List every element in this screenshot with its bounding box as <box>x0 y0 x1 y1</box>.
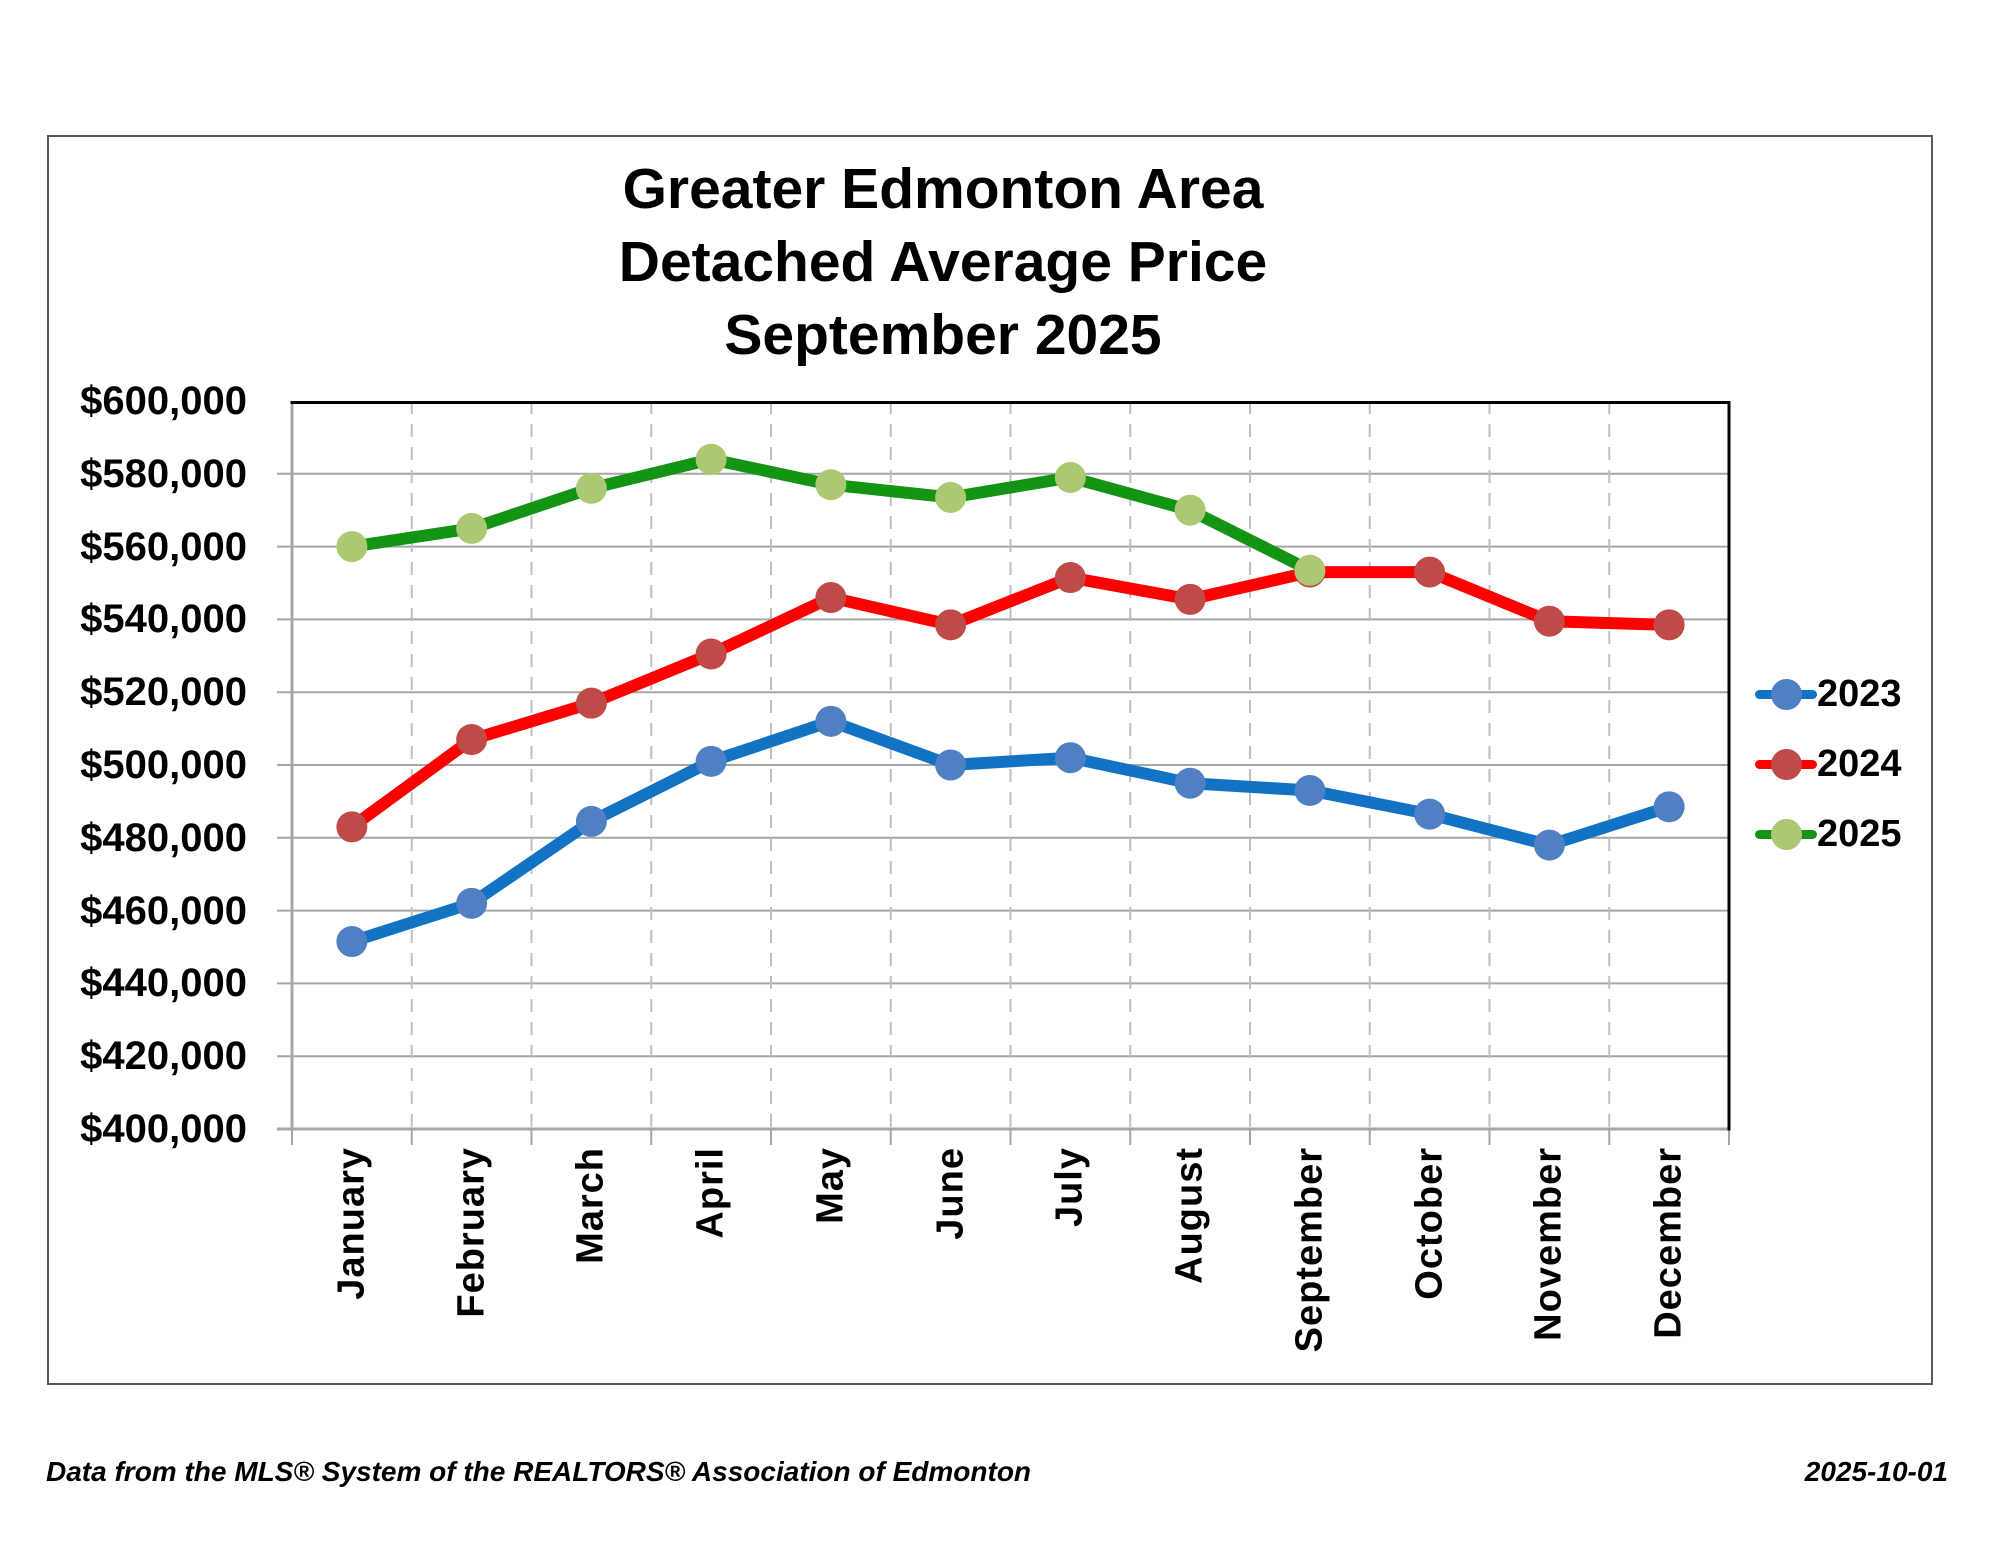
legend-item-2023: 2023 <box>1755 674 1902 714</box>
legend-dot-sample <box>1771 749 1802 780</box>
data-point-2025-July <box>1054 461 1086 493</box>
data-point-2024-August <box>1174 583 1206 615</box>
chart-title-line-1: Greater Edmonton Area <box>622 157 1264 221</box>
legend-label: 2025 <box>1817 813 1902 855</box>
chart-title-line-3: September 2025 <box>724 303 1162 367</box>
legend-dot-sample <box>1771 679 1802 710</box>
legend-item-2024: 2024 <box>1755 744 1902 784</box>
footer-source-note: Data from the MLS® System of the REALTOR… <box>46 1456 1032 1487</box>
data-point-2025-May <box>815 469 847 501</box>
chart-figure: Greater Edmonton Area Detached Average P… <box>47 135 1933 1385</box>
y-tick-label: $420,000 <box>80 1034 247 1079</box>
data-point-2024-April <box>695 638 727 670</box>
chart-title-line-2: Detached Average Price <box>618 230 1268 294</box>
month-label-october: October <box>1408 1147 1451 1300</box>
y-tick-label: $600,000 <box>80 379 247 423</box>
chart-title: Greater Edmonton Area Detached Average P… <box>619 153 1267 372</box>
data-point-2023-May <box>815 705 847 737</box>
data-point-2024-October <box>1414 556 1446 588</box>
data-point-2023-January <box>336 926 368 958</box>
data-point-2025-August <box>1174 494 1206 526</box>
y-tick-label: $500,000 <box>80 743 247 787</box>
series-line-2023 <box>345 715 1676 948</box>
footer-date: 2025-10-01 <box>1804 1456 1948 1487</box>
month-label-march: March <box>569 1147 612 1264</box>
legend-label: 2024 <box>1817 743 1902 785</box>
month-label-august: August <box>1168 1147 1211 1284</box>
data-point-2023-December <box>1653 791 1685 823</box>
y-tick-label: $520,000 <box>80 670 247 715</box>
legend-item-2025: 2025 <box>1755 814 1902 854</box>
data-point-2023-October <box>1414 798 1446 830</box>
data-point-2024-December <box>1653 609 1685 641</box>
legend-label: 2023 <box>1817 673 1902 715</box>
month-label-november: November <box>1527 1147 1570 1341</box>
data-point-2025-February <box>456 512 488 544</box>
plot-area <box>277 401 1731 1145</box>
month-label-july: July <box>1048 1147 1091 1228</box>
legend-marker-icon <box>1755 674 1817 714</box>
series-line-2024 <box>345 566 1676 833</box>
month-label-september: September <box>1288 1147 1331 1353</box>
legend-dot-sample <box>1771 819 1802 850</box>
data-point-2025-April <box>695 443 727 475</box>
data-point-2024-May <box>815 582 847 614</box>
data-point-2025-September <box>1294 554 1326 586</box>
data-point-2025-March <box>575 472 607 504</box>
data-point-2023-August <box>1174 767 1206 799</box>
y-tick-label: $460,000 <box>80 888 247 933</box>
y-tick-label: $560,000 <box>80 524 247 569</box>
data-point-2024-February <box>456 724 488 756</box>
y-tick-label: $540,000 <box>80 597 247 642</box>
data-point-2024-July <box>1054 562 1086 594</box>
data-point-2025-June <box>935 481 967 513</box>
month-label-february: February <box>450 1147 493 1318</box>
month-label-december: December <box>1647 1147 1690 1339</box>
y-tick-label: $480,000 <box>80 815 247 860</box>
data-point-2024-January <box>336 811 368 843</box>
y-tick-label: $400,000 <box>80 1107 247 1151</box>
y-axis: $600,000 $580,000 $560,000 $540,000 $520,000… <box>49 137 247 1383</box>
y-tick-label: $580,000 <box>80 451 247 496</box>
y-tick-label: $440,000 <box>80 961 247 1006</box>
data-point-2023-June <box>935 749 967 781</box>
month-label-april: April <box>689 1147 732 1239</box>
x-axis: January February March April May June July Augu… <box>49 137 1931 1383</box>
data-point-2023-November <box>1533 829 1565 861</box>
data-point-2023-February <box>456 887 488 919</box>
legend-marker-icon <box>1755 744 1817 784</box>
data-point-2024-March <box>575 687 607 719</box>
month-label-may: May <box>809 1147 852 1224</box>
data-point-2024-June <box>935 609 967 641</box>
data-point-2023-March <box>575 805 607 837</box>
data-point-2023-April <box>695 745 727 777</box>
data-point-2025-January <box>336 531 368 563</box>
legend: 2023 2024 2025 <box>1755 137 1933 1383</box>
data-point-2023-September <box>1294 774 1326 806</box>
data-point-2024-November <box>1533 605 1565 637</box>
month-label-january: January <box>330 1147 373 1300</box>
legend-marker-icon <box>1755 814 1817 854</box>
month-label-june: June <box>929 1147 972 1240</box>
data-point-2023-July <box>1054 742 1086 774</box>
